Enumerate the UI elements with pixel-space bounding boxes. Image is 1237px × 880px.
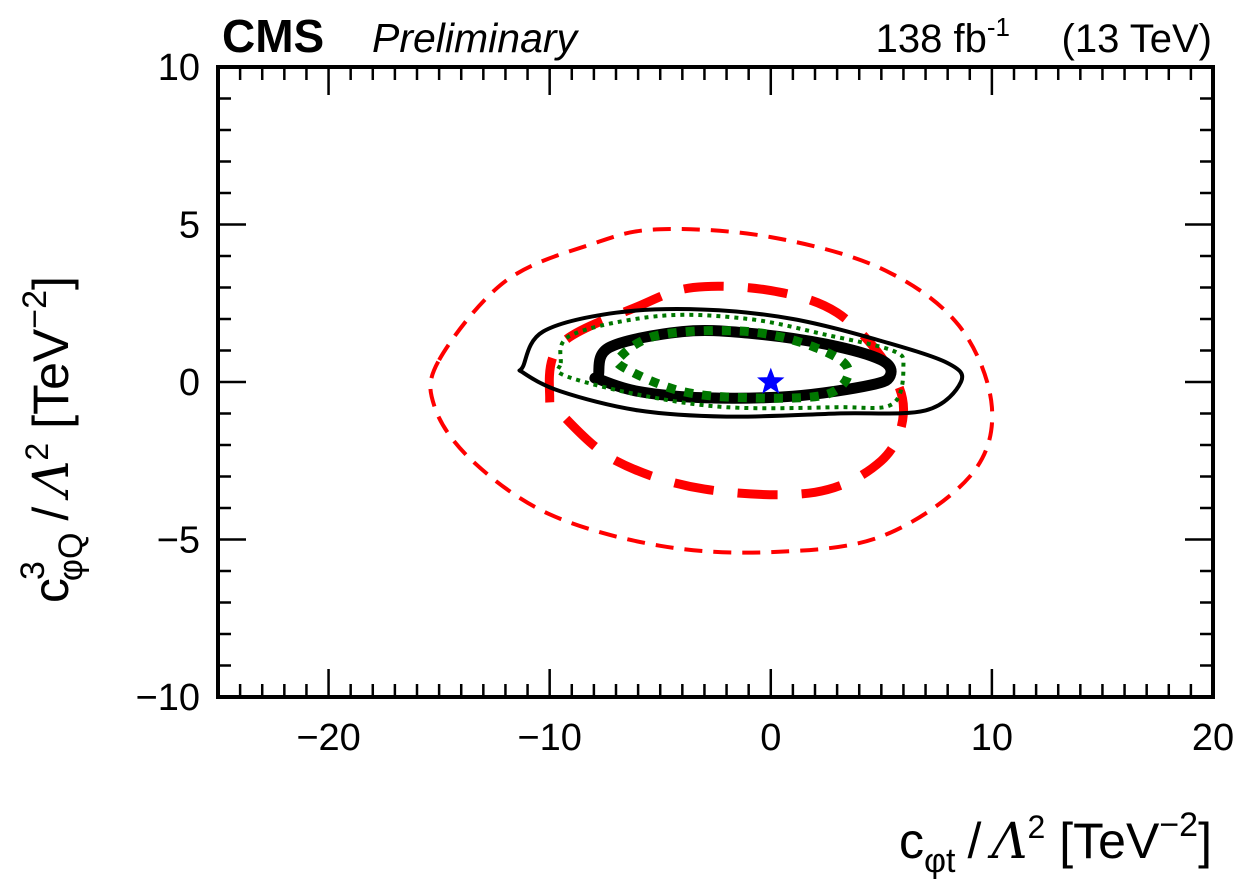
y-axis-lambda: Λ [22,461,80,501]
contour-black-solid-outer [517,307,965,419]
x-axis-subscript: φt [924,842,956,880]
y-axis-lambda-exponent: 2 [19,443,55,461]
contour-black-solid-inner [589,324,897,404]
x-axis-slash: / [967,813,981,869]
x-tick-label: 20 [1192,717,1234,759]
lumi-label: 138 fb-1 [876,12,1010,61]
x-axis-close: ] [1198,813,1212,869]
y-axis-superscript: 3 [14,561,52,580]
x-tick-label: −10 [517,717,581,759]
x-tick-label: 0 [760,717,781,759]
y-tick-label: 5 [179,205,200,247]
svg-text:c3φQ/Λ2[TeV−2]: c3φQ / Λ2 [TeV−2] [14,276,90,603]
x-axis-lambda-exponent: 2 [1027,809,1045,845]
y-tick-label: −5 [157,520,200,562]
plot-frame [216,65,1215,699]
x-axis-label: cφt / Λ2 [TeV−2] [899,806,1212,880]
lumi-exponent: -1 [987,12,1010,42]
experiment-label: CMS [222,10,324,62]
axis-ticks [216,65,1215,699]
best-fit-star-marker [757,367,785,394]
y-axis-slash: / [23,507,79,521]
contours [428,226,995,555]
best-fit-layer [757,367,785,394]
status-label: Preliminary [372,15,580,61]
x-tick-label: −20 [296,717,360,759]
lumi-value: 138 fb [876,17,987,61]
contour-red-dashed-outer [428,226,995,555]
contour-green-dotted-inner [612,326,853,403]
y-tick-label: 10 [158,47,200,89]
y-tick-label: −10 [136,677,200,719]
y-tick-label: 0 [179,362,200,404]
y-axis-c: c [23,578,79,603]
y-axis-unit: [TeV [23,328,79,429]
energy-label: (13 TeV) [1062,17,1212,61]
contour-green-dotted-outer [555,312,906,411]
y-axis-unit-exponent: −2 [16,290,54,329]
y-axis-label: c3φQ / Λ2 [TeV−2] [14,276,90,603]
x-axis-c: c [899,813,924,869]
tick-labels: −20 −10 0 10 20 −10 −5 0 5 10 [136,47,1235,759]
x-axis-unit: [TeV [1059,813,1160,869]
y-axis-close: ] [23,276,79,290]
y-axis-subscript: φQ [52,533,90,582]
contour-red-dashed-inner [544,281,909,500]
x-axis-unit-exponent: −2 [1159,806,1198,844]
x-tick-label: 10 [971,717,1013,759]
x-axis-lambda: Λ [987,812,1027,870]
